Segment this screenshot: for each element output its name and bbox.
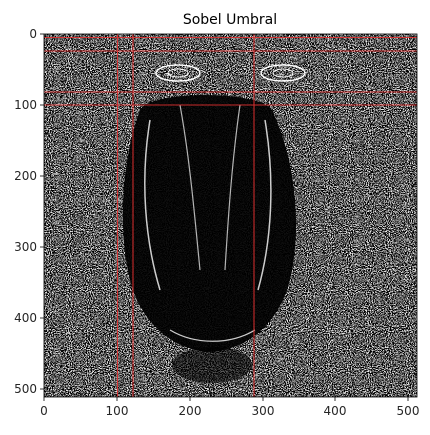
x-tick-0: 0 <box>40 404 48 418</box>
y-tick-100: 100 <box>14 98 37 112</box>
y-axis <box>40 33 44 390</box>
x-tick-500: 500 <box>397 404 420 418</box>
y-tick-200: 200 <box>14 169 37 183</box>
y-tick-0: 0 <box>29 27 37 41</box>
edge-image <box>44 34 417 397</box>
y-tick-300: 300 <box>14 240 37 254</box>
x-tick-200: 200 <box>179 404 202 418</box>
x-axis <box>43 397 409 401</box>
overlay-lines <box>44 34 417 397</box>
x-tick-100: 100 <box>106 404 129 418</box>
axes-frame <box>43 33 418 398</box>
x-tick-400: 400 <box>324 404 347 418</box>
y-tick-400: 400 <box>14 311 37 325</box>
figure-title: Sobel Umbral <box>183 12 277 28</box>
x-tick-300: 300 <box>252 404 275 418</box>
y-tick-500: 500 <box>14 382 37 396</box>
